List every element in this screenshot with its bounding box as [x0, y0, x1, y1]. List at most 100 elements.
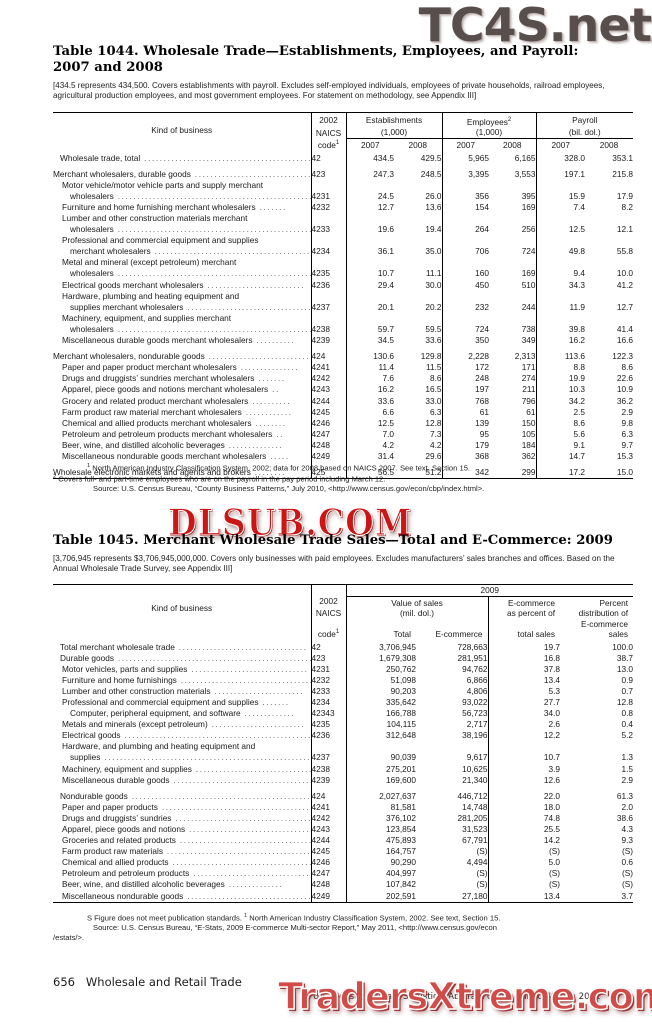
- naics-code-cell: 4247: [310, 428, 346, 440]
- source-note: Source: U.S. Census Bureau, “County Busi…: [93, 484, 485, 494]
- data-cell: 34.2: [535, 395, 586, 407]
- table-row: wholesalers ............................…: [53, 268, 633, 280]
- table-row: Total merchant wholesale trade .........…: [53, 641, 633, 653]
- data-cell: 2.6: [487, 719, 560, 731]
- data-cell: 335,642: [345, 696, 416, 709]
- naics-code-cell: 4243: [310, 824, 346, 836]
- data-cell: 169: [521, 201, 536, 212]
- data-cell: [489, 180, 536, 191]
- data-cell: 31.4: [345, 450, 394, 463]
- naics-code-cell: 423: [310, 168, 346, 180]
- data-cell: 11.5: [425, 362, 442, 373]
- row-label: Hardware, plumbing and heating equipment…: [53, 291, 311, 302]
- data-cell: 475,893: [345, 835, 416, 847]
- row-label-text: Miscellaneous nondurable goods merchant …: [62, 450, 267, 461]
- row-label-text: Merchant wholesalers, nondurable goods: [53, 351, 205, 362]
- col-header-establishments-unit: (1,000): [345, 127, 443, 139]
- data-cell: 8.6: [535, 417, 586, 429]
- data-cell: 1.3: [621, 752, 634, 763]
- row-label: wholesalers ............................…: [53, 268, 311, 279]
- data-cell: [535, 312, 586, 324]
- table-row: Furniture and home furnishing merchant w…: [53, 201, 633, 213]
- data-cell: 2,228: [441, 351, 490, 363]
- data-cell: 197.1: [535, 168, 586, 180]
- row-label-text: Machinery, equipment and supplies: [62, 763, 192, 774]
- data-cell: 0.4: [621, 719, 634, 730]
- table-row: Wholesale trade, total .................…: [53, 152, 634, 164]
- data-cell: 22.6: [616, 373, 634, 384]
- data-cell: 164,757: [345, 846, 416, 858]
- data-cell: 25.5: [487, 824, 560, 836]
- naics-code-cell: [310, 179, 346, 191]
- leader-dots: ........................................…: [131, 790, 311, 801]
- footer-source: U.S. Census Bureau, Statistical Abstract…: [313, 992, 601, 1002]
- leader-dots: ...................................: [183, 890, 311, 901]
- data-cell: [394, 257, 442, 268]
- row-label: Miscellaneous nondurable goods .........…: [53, 890, 311, 903]
- data-cell: [416, 741, 488, 752]
- section-title: Wholesale and Retail Trade: [85, 975, 242, 989]
- data-cell: 13.6: [425, 201, 442, 212]
- row-label: Machinery, equipment, and supplies merch…: [53, 313, 311, 324]
- data-cell: (S): [621, 868, 634, 879]
- naics-code-cell: 4233: [310, 685, 346, 697]
- table-row: Miscellaneous durable goods merchant who…: [53, 335, 633, 347]
- data-cell: 275,201: [345, 763, 416, 775]
- data-cell: 4,494: [466, 857, 488, 868]
- page-footer: 656 Wholesale and Retail Trade: [53, 975, 242, 989]
- data-cell: [535, 213, 586, 225]
- data-cell: 450: [441, 279, 490, 291]
- data-cell: 107,842: [345, 879, 416, 891]
- data-cell: 446,712: [457, 790, 488, 801]
- leader-dots: ........................................…: [117, 323, 311, 334]
- row-label: Miscellaneous durable goods merchant who…: [53, 335, 311, 346]
- footnote: S Figure does not meet publication stand…: [53, 912, 619, 923]
- table-row: Professional and commercial equipment an…: [53, 235, 633, 247]
- data-cell: 9.4: [535, 268, 586, 280]
- naics-code-cell: 42: [310, 641, 346, 653]
- data-cell: 11.4: [345, 362, 394, 374]
- data-cell: 35.0: [425, 246, 442, 257]
- spacer-cell: [310, 462, 346, 468]
- data-cell: 6.3: [429, 406, 442, 417]
- row-label-text: Computer, peripheral equipment, and soft…: [70, 708, 241, 719]
- col-header-emp-2008: 2008: [489, 137, 537, 153]
- row-label: Motor vehicles, parts and supplies .....…: [53, 664, 311, 675]
- data-cell: 16.2: [535, 335, 586, 347]
- data-cell: 38.7: [616, 652, 634, 663]
- row-label-text: Durable goods: [60, 652, 114, 663]
- row-label: Wholesale trade, total .................…: [53, 153, 311, 164]
- data-cell: 29.6: [425, 450, 442, 461]
- data-cell: 166,788: [345, 708, 416, 720]
- naics-code-cell: 42343: [310, 708, 346, 720]
- footnote: 2 Covers full- and part-time employees w…: [53, 473, 619, 484]
- dist-line4-text: sales: [608, 629, 629, 639]
- naics-code-cell: 4237: [310, 752, 346, 764]
- leader-dots: .......: [258, 696, 290, 707]
- data-cell: 169,600: [345, 774, 416, 786]
- data-cell: 434.5: [345, 152, 394, 164]
- data-cell: 56.5: [345, 467, 394, 480]
- data-cell: [394, 180, 442, 191]
- row-label-text: Beer, wine, and distilled alcoholic beve…: [62, 879, 225, 890]
- data-cell: 404,997: [345, 868, 416, 880]
- row-label: Apparel, piece goods and notions .......…: [53, 824, 311, 835]
- naics-code-cell: 4242: [310, 812, 346, 824]
- data-cell: 362: [521, 450, 536, 461]
- data-cell: 328.0: [535, 152, 586, 164]
- leader-dots: ........................................…: [117, 268, 311, 279]
- data-cell: 122.3: [612, 351, 634, 362]
- row-label: Chemical and allied products ...........…: [53, 857, 311, 868]
- naics-code-cell: 425: [310, 467, 346, 480]
- naics-code-label-1045: code: [317, 629, 336, 639]
- data-cell: 59.7: [345, 323, 394, 336]
- row-label: Professional and commercial equipment an…: [53, 697, 311, 708]
- row-label: Drugs and druggists’ sundries merchant w…: [53, 373, 311, 384]
- data-cell: 5.3: [487, 685, 560, 697]
- naics-code-cell: 4248: [310, 879, 346, 891]
- data-cell: 353.1: [612, 152, 634, 163]
- table-row: wholesalers ............................…: [53, 224, 633, 236]
- leader-dots: ...........................: [204, 351, 311, 362]
- table-row: Lumber and other construction materials …: [53, 213, 633, 225]
- spacer-row: [53, 346, 633, 352]
